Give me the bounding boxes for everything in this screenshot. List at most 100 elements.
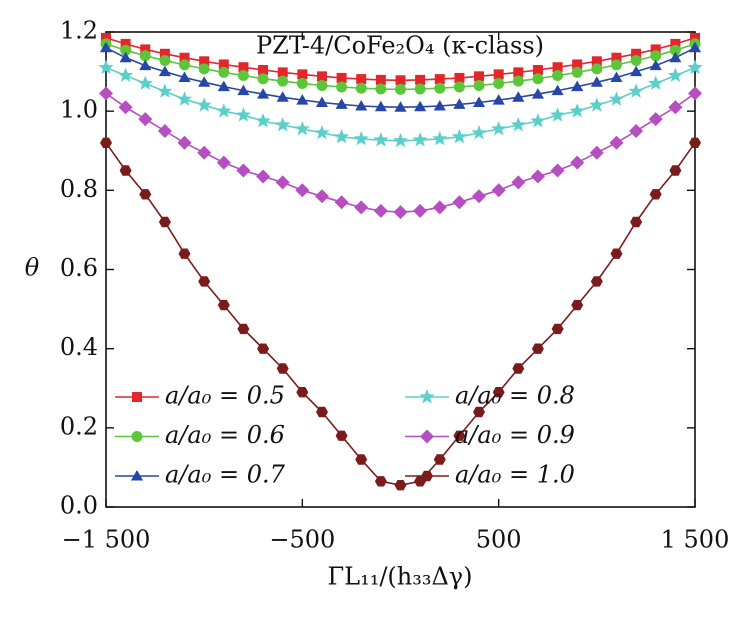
marker [689, 137, 701, 148]
legend-label: a/a₀ = 1.0 [455, 461, 575, 489]
y-tick-label: 1.0 [60, 96, 98, 124]
marker [99, 41, 113, 53]
marker [589, 97, 605, 112]
marker [237, 84, 250, 96]
marker [335, 98, 348, 109]
marker [217, 80, 230, 92]
marker [218, 59, 229, 70]
marker [532, 73, 544, 85]
marker [137, 75, 153, 90]
marker [101, 32, 111, 43]
marker [294, 121, 310, 136]
marker [512, 75, 524, 87]
marker [472, 189, 486, 204]
marker [591, 63, 603, 75]
marker [471, 124, 487, 140]
marker [649, 59, 662, 71]
marker [118, 67, 134, 82]
marker [296, 77, 308, 89]
marker [572, 59, 583, 70]
marker [491, 183, 506, 198]
marker [648, 112, 663, 127]
marker [159, 55, 171, 66]
marker [98, 59, 114, 75]
marker [336, 81, 348, 93]
marker [394, 480, 407, 491]
y-axis-label: θ [25, 254, 40, 282]
marker [453, 81, 465, 93]
marker [140, 44, 151, 55]
marker [512, 363, 525, 374]
marker [648, 75, 664, 90]
marker [474, 71, 485, 82]
marker [393, 205, 408, 220]
marker [258, 65, 269, 75]
marker [610, 59, 622, 71]
marker [198, 76, 211, 87]
marker [531, 88, 544, 99]
marker [119, 165, 132, 176]
x-tick-label: 500 [476, 526, 522, 554]
marker [473, 79, 485, 91]
marker [139, 189, 152, 200]
marker [315, 96, 328, 107]
marker [513, 67, 524, 78]
marker [235, 107, 251, 122]
marker [275, 175, 290, 190]
marker [179, 59, 191, 71]
marker [277, 75, 289, 87]
marker [120, 44, 132, 56]
marker [277, 67, 288, 78]
marker [257, 343, 270, 354]
marker [590, 76, 603, 87]
marker [197, 145, 212, 160]
legend-marker [131, 431, 143, 442]
legend-marker [419, 389, 435, 404]
legend-label: a/a₀ = 0.5 [165, 382, 285, 410]
marker [451, 128, 467, 144]
marker [375, 74, 386, 85]
marker [551, 84, 564, 96]
marker [610, 248, 623, 259]
marker [570, 155, 585, 170]
marker [413, 203, 428, 218]
marker [669, 44, 681, 56]
marker [375, 83, 387, 95]
marker [669, 51, 682, 63]
marker [216, 155, 231, 170]
marker [176, 91, 193, 106]
marker [199, 56, 210, 67]
marker [355, 100, 368, 111]
marker [238, 62, 249, 73]
marker [433, 454, 446, 465]
marker [394, 101, 407, 112]
marker [454, 72, 465, 83]
marker [552, 62, 563, 73]
marker [374, 476, 387, 487]
legend-marker [421, 470, 433, 482]
marker [608, 91, 625, 106]
marker [453, 98, 466, 109]
marker [414, 100, 427, 112]
marker [412, 132, 428, 147]
marker [295, 183, 310, 198]
marker [159, 48, 170, 59]
marker [571, 80, 584, 92]
marker [157, 83, 173, 98]
legend-marker [130, 470, 144, 481]
marker [650, 44, 661, 55]
marker [334, 128, 350, 144]
marker [551, 323, 564, 335]
marker [218, 66, 230, 78]
marker [589, 145, 604, 160]
marker [315, 189, 329, 204]
marker [177, 135, 192, 150]
marker [690, 32, 700, 43]
marker [667, 67, 683, 82]
y-tick-label: 0.8 [60, 175, 98, 203]
marker [158, 65, 171, 77]
marker [395, 83, 406, 95]
marker [275, 117, 291, 132]
marker [571, 66, 583, 78]
